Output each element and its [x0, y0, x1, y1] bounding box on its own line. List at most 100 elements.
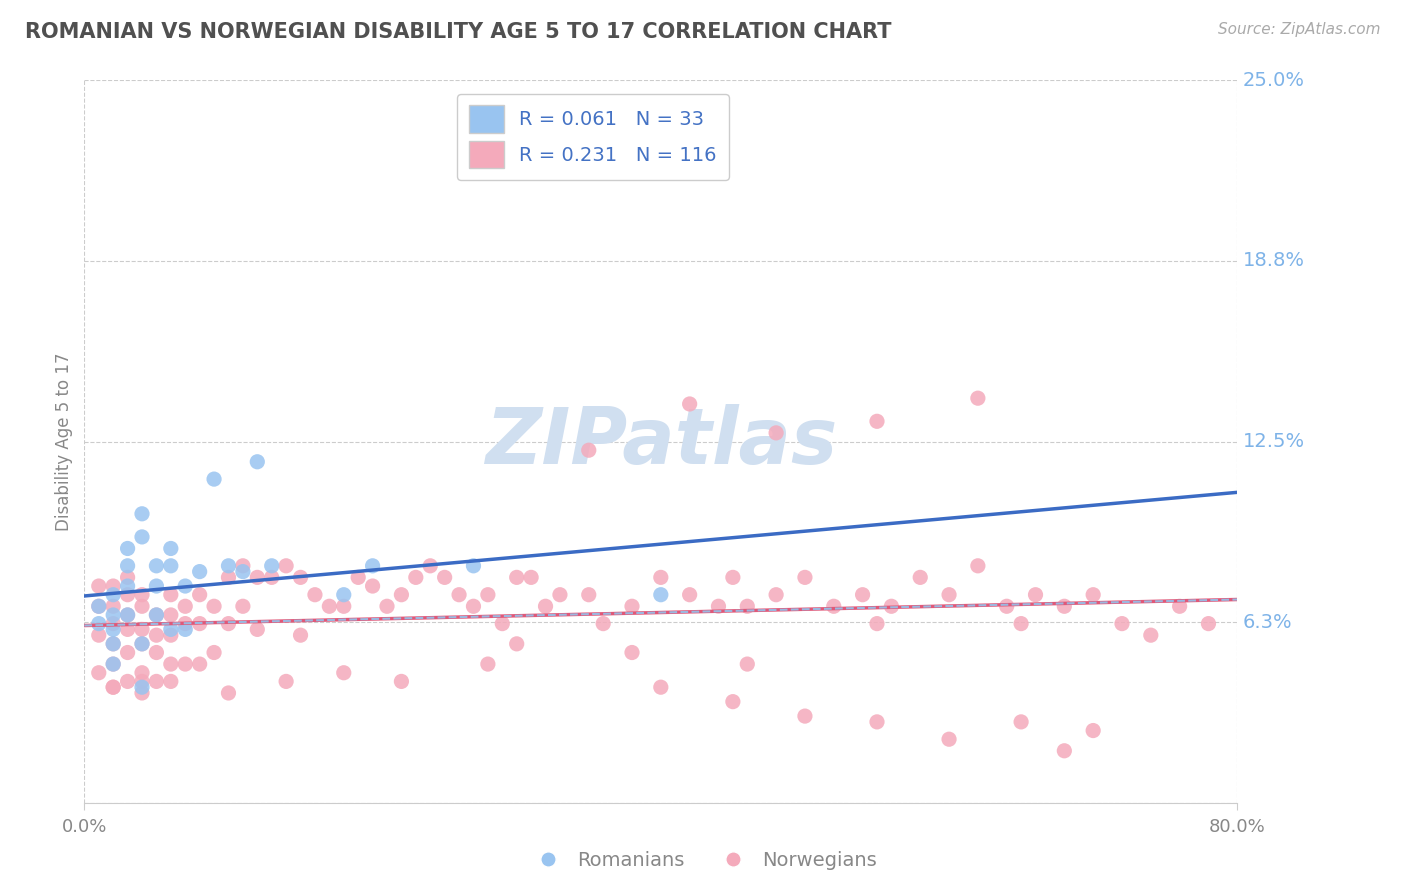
Point	[333, 588, 356, 602]
Point	[103, 680, 124, 694]
Point	[621, 599, 644, 614]
Point	[131, 623, 153, 637]
Point	[967, 391, 990, 405]
Point	[145, 579, 167, 593]
Point	[117, 579, 139, 593]
Point	[145, 674, 167, 689]
Point	[721, 570, 744, 584]
Point	[1010, 616, 1032, 631]
Point	[160, 674, 183, 689]
Point	[1140, 628, 1163, 642]
Point	[765, 588, 787, 602]
Point	[117, 623, 139, 637]
Point	[103, 637, 124, 651]
Point	[131, 599, 153, 614]
Legend: R = 0.061   N = 33, R = 0.231   N = 116: R = 0.061 N = 33, R = 0.231 N = 116	[457, 94, 728, 180]
Point	[246, 570, 269, 584]
Text: 6.3%: 6.3%	[1243, 613, 1292, 632]
Point	[160, 541, 183, 556]
Point	[866, 414, 889, 428]
Point	[463, 599, 485, 614]
Point	[506, 570, 529, 584]
Point	[375, 599, 398, 614]
Point	[103, 616, 124, 631]
Point	[188, 565, 211, 579]
Point	[117, 674, 139, 689]
Point	[534, 599, 557, 614]
Point	[520, 570, 543, 584]
Point	[117, 570, 139, 584]
Point	[131, 674, 153, 689]
Point	[174, 616, 197, 631]
Legend: Romanians, Norwegians: Romanians, Norwegians	[522, 843, 884, 878]
Point	[650, 680, 672, 694]
Point	[463, 558, 485, 573]
Point	[87, 628, 110, 642]
Point	[117, 607, 139, 622]
Point	[276, 558, 298, 573]
Point	[405, 570, 427, 584]
Point	[491, 616, 513, 631]
Point	[1010, 714, 1032, 729]
Point	[160, 628, 183, 642]
Point	[650, 588, 672, 602]
Point	[967, 558, 990, 573]
Point	[477, 588, 499, 602]
Point	[938, 732, 960, 747]
Point	[391, 588, 413, 602]
Point	[103, 623, 124, 637]
Point	[174, 623, 197, 637]
Point	[1083, 723, 1105, 738]
Point	[880, 599, 903, 614]
Point	[87, 579, 110, 593]
Point	[103, 657, 124, 671]
Point	[548, 588, 571, 602]
Point	[794, 570, 817, 584]
Point	[103, 637, 124, 651]
Point	[910, 570, 932, 584]
Point	[103, 680, 124, 694]
Point	[131, 665, 153, 680]
Point	[188, 616, 211, 631]
Text: ZIPatlas: ZIPatlas	[485, 403, 837, 480]
Point	[347, 570, 370, 584]
Point	[218, 616, 240, 631]
Point	[188, 588, 211, 602]
Point	[117, 588, 139, 602]
Point	[160, 657, 183, 671]
Point	[449, 588, 471, 602]
Point	[621, 646, 644, 660]
Point	[679, 397, 702, 411]
Point	[333, 599, 356, 614]
Point	[131, 637, 153, 651]
Point	[650, 570, 672, 584]
Point	[260, 558, 283, 573]
Point	[202, 472, 225, 486]
Text: 18.8%: 18.8%	[1243, 252, 1305, 270]
Text: Source: ZipAtlas.com: Source: ZipAtlas.com	[1218, 22, 1381, 37]
Point	[592, 616, 614, 631]
Point	[419, 558, 441, 573]
Point	[145, 607, 167, 622]
Point	[131, 686, 153, 700]
Point	[290, 570, 312, 584]
Text: ROMANIAN VS NORWEGIAN DISABILITY AGE 5 TO 17 CORRELATION CHART: ROMANIAN VS NORWEGIAN DISABILITY AGE 5 T…	[25, 22, 891, 42]
Point	[737, 599, 759, 614]
Point	[87, 599, 110, 614]
Point	[218, 570, 240, 584]
Point	[578, 588, 600, 602]
Point	[103, 579, 124, 593]
Point	[160, 623, 183, 637]
Point	[1111, 616, 1133, 631]
Point	[145, 628, 167, 642]
Point	[87, 616, 110, 631]
Point	[131, 680, 153, 694]
Point	[174, 657, 197, 671]
Point	[433, 570, 456, 584]
Point	[1053, 599, 1076, 614]
Text: 25.0%: 25.0%	[1243, 70, 1305, 90]
Point	[276, 674, 298, 689]
Point	[707, 599, 730, 614]
Point	[318, 599, 340, 614]
Point	[145, 646, 167, 660]
